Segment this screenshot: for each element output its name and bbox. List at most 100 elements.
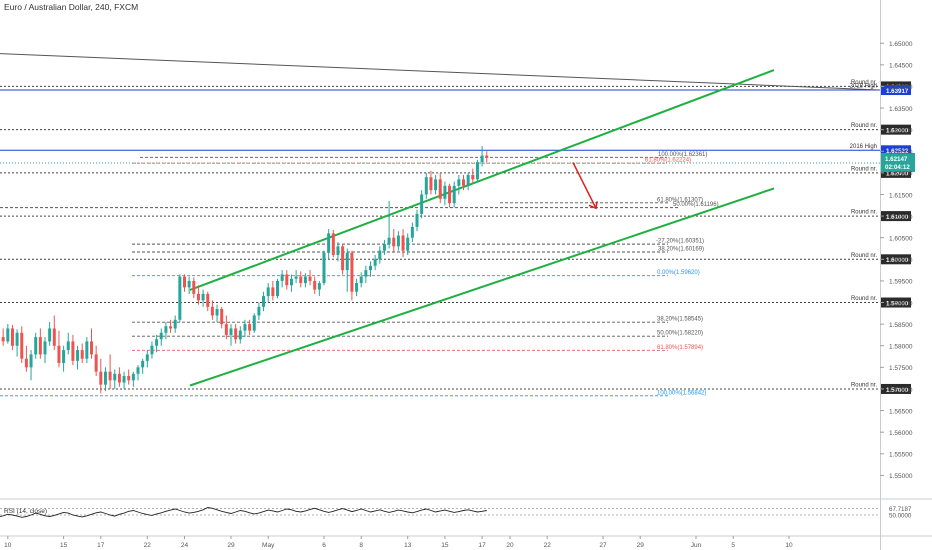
candle-body	[15, 332, 19, 346]
candle-body	[322, 252, 326, 284]
candle-body	[262, 296, 266, 307]
candle-body	[280, 274, 284, 281]
level-price-tag	[881, 297, 911, 308]
candle-body	[164, 326, 168, 333]
candle-body	[94, 354, 98, 372]
candle-body	[359, 276, 363, 284]
candle-body	[341, 246, 345, 271]
level-label: Round nr.	[851, 382, 877, 388]
candle-body	[141, 360, 145, 368]
candle-body	[299, 276, 303, 284]
horizontal-levels: Round nr. 1.64000 2018 High 1.63917 Round nr…	[0, 80, 915, 394]
price-tick-label: 1.61000	[889, 214, 913, 221]
price-tick-label: 1.59500	[889, 279, 913, 286]
price-tick-label: 1.56500	[889, 408, 913, 415]
fibonacci-levels: 100.00%(1.62361)61.80%(1.62224) 61.80%(1.…	[0, 152, 719, 396]
price-tick-label: 1.61500	[889, 192, 913, 199]
candle-body	[289, 278, 293, 286]
time-tick-label: May	[262, 542, 275, 549]
candle-body	[122, 375, 126, 383]
level-label: Round nr.	[851, 296, 877, 302]
time-tick-label: 10	[4, 542, 12, 549]
price-tick-label: 1.60000	[889, 257, 913, 264]
candle-body	[248, 324, 252, 331]
candle-body	[410, 226, 414, 238]
candle-body	[57, 345, 61, 364]
level-label: Round nr.	[851, 210, 877, 216]
price-tick-label: 1.58000	[889, 344, 913, 351]
level-label: 2016 High	[850, 144, 877, 150]
candle-body	[406, 237, 410, 251]
channel-lower-line	[189, 187, 775, 387]
price-tick-label: 1.64500	[889, 63, 913, 70]
chart-title: Euro / Australian Dollar, 240, FXCM	[4, 2, 138, 12]
projection-arrow	[572, 162, 598, 210]
fib-label: 38.20%(1.60169)	[658, 247, 704, 253]
price-tick-label: 1.63000	[889, 127, 913, 134]
price-tick-label: 1.55500	[889, 452, 913, 459]
candle-body	[187, 280, 191, 288]
candle-body	[76, 350, 80, 361]
candle-body	[229, 328, 233, 335]
time-tick-label: 8	[359, 542, 363, 549]
price-tick-label: 1.55000	[889, 473, 913, 480]
candle-body	[220, 309, 224, 325]
candle-body	[429, 177, 433, 191]
rsi-tick-label: 50.0000	[889, 513, 912, 520]
candle-body	[192, 280, 196, 294]
candle-body	[350, 252, 354, 292]
countdown-label: 02:04:12	[885, 164, 910, 171]
candle-body	[62, 350, 66, 364]
candle-body	[136, 367, 140, 374]
candle-body	[38, 337, 42, 355]
candle-body	[1, 337, 5, 342]
candle-body	[396, 235, 400, 247]
time-axis[interactable]: 10 15 17 22 24 29 May 6 8 13 15 17 20 22 27 29 Jun 5 10	[4, 536, 793, 549]
level-label: Round nr.	[851, 123, 877, 129]
fib-label: 50.00%(1.61196)	[673, 202, 719, 208]
candle-body	[434, 179, 438, 191]
level-price-tag	[881, 124, 911, 135]
level-price-tag-label: 1.61000	[886, 214, 909, 221]
level-price-tag	[881, 85, 911, 96]
level-price-tag-label: 1.59000	[886, 300, 909, 307]
candle-body	[387, 237, 391, 245]
time-tick-label: 15	[60, 542, 68, 549]
candle-body	[369, 265, 372, 271]
candle-body	[206, 293, 210, 307]
candlesticks	[1, 146, 489, 394]
candle-body	[438, 179, 442, 199]
level-price-tag	[881, 254, 911, 265]
level-price-tag-label: 1.62522	[886, 148, 909, 155]
price-axis[interactable]: 1.65000 1.64500 1.64000 1.63500 1.63000 1.625…	[880, 41, 913, 480]
price-tick-label: 1.60500	[889, 235, 913, 242]
level-price-tag	[881, 145, 911, 156]
price-tick-label: 1.62500	[889, 149, 913, 156]
candle-body	[196, 293, 200, 301]
candle-body	[169, 326, 173, 329]
candle-body	[103, 371, 107, 385]
price-tick-label: 1.57500	[889, 365, 913, 372]
rsi-label: RSI (14, close)	[4, 508, 47, 515]
arrow-shaft	[572, 162, 597, 209]
candle-body	[271, 287, 275, 297]
fib-label: 61.80%(1.62224)	[645, 158, 691, 164]
candle-body	[150, 345, 154, 355]
candle-body	[373, 259, 377, 266]
candle-body	[448, 185, 452, 204]
candle-body	[80, 350, 84, 359]
candle-body	[424, 177, 428, 195]
candle-body	[378, 250, 382, 260]
candle-body	[364, 270, 368, 277]
candle-body	[159, 332, 163, 340]
fib-label: -27.20%(1.60351)	[656, 239, 704, 245]
candle-body	[266, 287, 270, 297]
fib-label: 0.00%(1.59620)	[657, 270, 700, 276]
time-tick-label: Jun	[691, 542, 702, 549]
price-tick-label: 1.64000	[889, 84, 913, 91]
candle-body	[415, 213, 419, 227]
time-tick-label: 10	[785, 542, 793, 549]
level-price-tag-label: 1.62000	[886, 171, 909, 178]
